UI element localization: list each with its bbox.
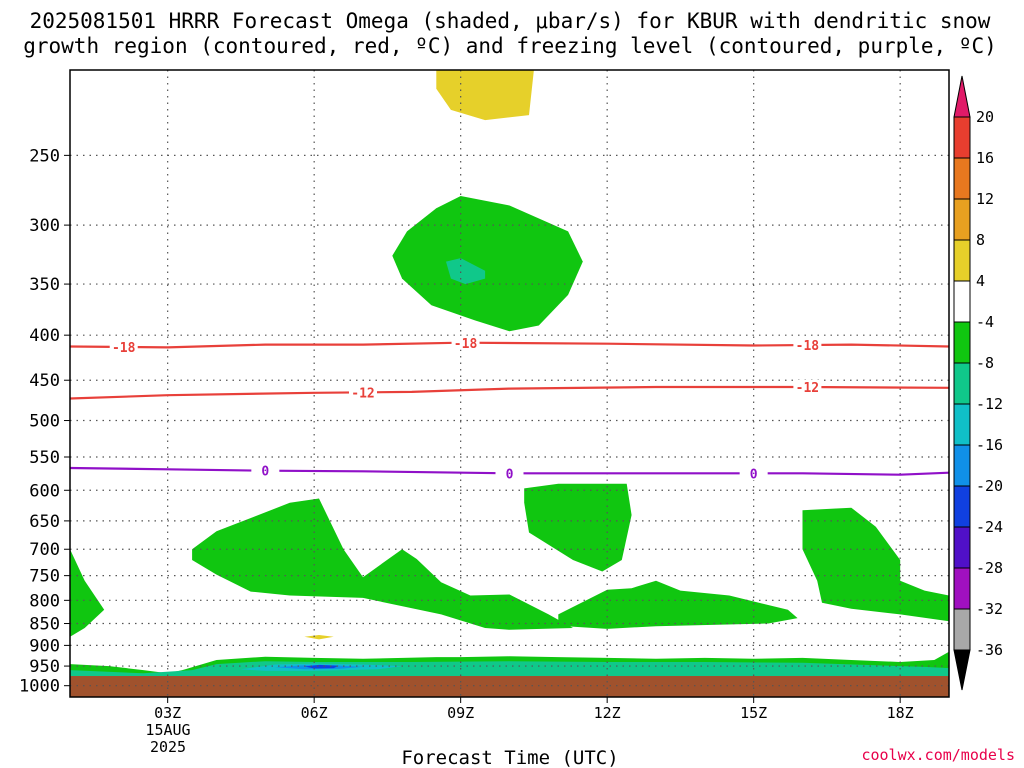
colorbar-band-12 — [953, 608, 971, 651]
colorbar-label-9: -20 — [976, 477, 1003, 495]
contour-label-dgz_minus18-1: -18 — [454, 337, 478, 352]
contour-lines — [70, 341, 949, 476]
colorbar-label-1: 16 — [976, 149, 994, 167]
contour-label-dgz_minus18-0: -18 — [112, 341, 136, 356]
omega-region-9 — [70, 661, 949, 676]
colorbar-band-7 — [953, 403, 971, 446]
colorbar-band-8 — [953, 444, 971, 487]
x-tick-label-15Z: 15Z — [740, 704, 767, 722]
plot-frame — [69, 69, 950, 698]
y-tick-label-750: 750 — [29, 567, 60, 587]
contour-label-dgz_minus18-2: -18 — [796, 339, 820, 354]
plot-area: -18 -18 -18 -12 -12 0 0 0 — [69, 69, 950, 698]
colorbar-band-2 — [953, 198, 971, 241]
credit-link[interactable]: coolwx.com/models — [861, 746, 1015, 764]
colorbar-band-11 — [953, 567, 971, 610]
colorbar-label-11: -28 — [976, 559, 1003, 577]
contour-label-bg-dgz_minus18-0 — [109, 339, 138, 354]
colorbar-band-0 — [953, 116, 971, 159]
omega-region-1 — [392, 196, 583, 332]
colorbar-label-6: -8 — [976, 354, 994, 372]
contour-label-freezing-1: 0 — [506, 467, 514, 482]
omega-region-5 — [558, 580, 798, 629]
y-tick-label-700: 700 — [29, 540, 60, 560]
colorbar-label-13: -36 — [976, 641, 1003, 659]
omega-region-6 — [802, 507, 949, 622]
colorbar-band-4 — [953, 280, 971, 323]
x-axis-label: Forecast Time (UTC) — [401, 747, 618, 768]
omega-shading — [70, 70, 949, 676]
x-tick-label-12Z: 12Z — [594, 704, 621, 722]
y-tick-label-650: 650 — [29, 512, 60, 532]
y-tick-label-250: 250 — [29, 146, 60, 166]
y-tick-label-400: 400 — [29, 326, 60, 346]
contour-label-bg-freezing-1 — [495, 466, 524, 481]
colorbar-bottom-arrow — [953, 649, 971, 691]
date-label-year: 2025 — [150, 738, 186, 756]
omega-region-7 — [70, 549, 105, 637]
y-tick-label-1000: 1000 — [19, 677, 60, 697]
colorbar-band-6 — [953, 362, 971, 405]
x-tick-label-03Z: 03Z — [154, 704, 181, 722]
contour-label-bg-dgz_minus12-1 — [793, 379, 822, 394]
y-tick-label-850: 850 — [29, 615, 60, 635]
colorbar-label-12: -32 — [976, 600, 1003, 618]
contour-label-bg-dgz_minus12-0 — [349, 385, 377, 400]
y-tick-label-350: 350 — [29, 275, 60, 295]
colorbar-label-5: -4 — [976, 313, 994, 331]
colorbar-label-3: 8 — [976, 231, 985, 249]
colorbar-label-10: -24 — [976, 518, 1003, 536]
colorbar-band-9 — [953, 485, 971, 528]
omega-region-3 — [192, 498, 573, 630]
contour-line-1 — [70, 385, 949, 400]
omega-region-2 — [446, 258, 486, 285]
y-axis: 2503003504004505005506006507007508008509… — [19, 146, 70, 697]
y-tick-label-550: 550 — [29, 448, 60, 468]
x-axis: 03Z 06Z 09Z 12Z 15Z 18Z — [154, 697, 914, 722]
y-tick-label-800: 800 — [29, 591, 60, 611]
omega-region-0 — [436, 70, 534, 121]
contour-label-bg-dgz_minus18-2 — [793, 338, 822, 353]
colorbar-label-2: 12 — [976, 190, 994, 208]
x-tick-label-06Z: 06Z — [301, 704, 328, 722]
contour-labels: -18 -18 -18 -12 -12 0 0 0 — [109, 335, 822, 482]
contour-label-freezing-2: 0 — [750, 467, 758, 482]
colorbar-label-4: 4 — [976, 272, 985, 290]
terrain-fill — [70, 676, 949, 697]
colorbar-band-1 — [953, 157, 971, 200]
y-tick-label-450: 450 — [29, 371, 60, 391]
chart-title-line-1: 2025081501 HRRR Forecast Omega (shaded, … — [30, 9, 991, 33]
contour-label-bg-freezing-0 — [251, 463, 280, 478]
contour-label-bg-freezing-2 — [739, 466, 768, 481]
colorbar-label-0: 20 — [976, 108, 994, 126]
colorbar-label-8: -16 — [976, 436, 1003, 454]
colorbar-band-3 — [953, 239, 971, 282]
y-tick-label-600: 600 — [29, 481, 60, 501]
y-tick-label-900: 900 — [29, 636, 60, 656]
contour-label-dgz_minus12-0: -12 — [351, 386, 374, 401]
colorbar-band-10 — [953, 526, 971, 569]
terrain-rect — [70, 676, 949, 697]
colorbar-label-7: -12 — [976, 395, 1003, 413]
colorbar-band-5 — [953, 321, 971, 364]
y-tick-label-950: 950 — [29, 657, 60, 677]
chart-title-line-2: growth region (contoured, red, ºC) and f… — [23, 34, 997, 58]
omega-region-4 — [524, 483, 632, 572]
contour-label-bg-dgz_minus18-1 — [451, 335, 480, 350]
contour-label-dgz_minus12-1: -12 — [796, 381, 819, 396]
colorbar-top-arrow — [953, 75, 971, 118]
colorbar: 20 16 12 8 4 -4 -8 -12 -16 -20 -24 -28 -32 -36 — [953, 75, 1003, 691]
grid-lines — [70, 70, 949, 697]
omega-region-13 — [304, 635, 334, 640]
x-tick-label-09Z: 09Z — [447, 704, 474, 722]
y-tick-label-300: 300 — [29, 216, 60, 236]
contour-label-freezing-0: 0 — [261, 465, 269, 480]
date-label-day: 15AUG — [145, 721, 190, 739]
y-tick-label-500: 500 — [29, 412, 60, 432]
x-tick-label-18Z: 18Z — [887, 704, 914, 722]
